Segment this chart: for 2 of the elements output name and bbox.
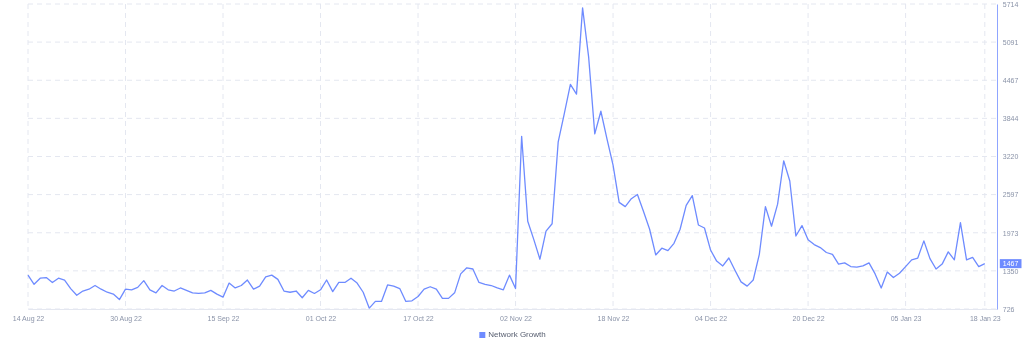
line-series bbox=[27, 7, 986, 309]
legend-label: Network Growth bbox=[488, 330, 546, 339]
